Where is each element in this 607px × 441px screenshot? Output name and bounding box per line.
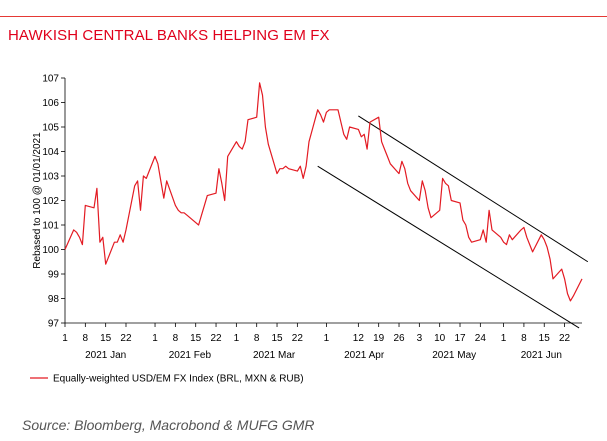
x-month-label: 2021 Jun (521, 350, 562, 361)
trend-line (317, 165, 580, 329)
x-tick-label: 3 (417, 333, 423, 344)
series-line (64, 82, 583, 302)
x-tick-label: 15 (190, 333, 202, 344)
x-tick-label: 1 (152, 333, 158, 344)
x-tick-label: 22 (559, 333, 571, 344)
chart-title: HAWKISH CENTRAL BANKS HELPING EM FX (8, 27, 330, 44)
y-tick-label: 98 (48, 294, 60, 305)
x-tick-label: 10 (434, 333, 446, 344)
y-tick-label: 105 (42, 123, 59, 134)
x-tick-label: 1 (62, 333, 68, 344)
x-tick-label: 8 (173, 333, 179, 344)
x-tick-label: 1 (234, 333, 240, 344)
y-tick-label: 100 (42, 245, 59, 256)
y-tick-label: 103 (42, 172, 59, 183)
x-tick-label: 15 (271, 333, 283, 344)
trend-line (358, 115, 589, 263)
y-tick-label: 104 (42, 147, 59, 158)
x-tick-label: 15 (100, 333, 112, 344)
series-lines (64, 82, 583, 302)
x-tick-label: 22 (292, 333, 304, 344)
y-tick-label: 107 (42, 74, 59, 85)
source-note: Source: Bloomberg, Macrobond & MUFG GMR (22, 417, 315, 433)
y-axis-label: Rebased to 100 @ 01/01/2021 (32, 132, 43, 269)
x-month-label: 2021 Apr (344, 350, 385, 361)
title-rule (0, 16, 607, 17)
x-month-label: 2021 Feb (169, 350, 212, 361)
x-tick-label: 19 (373, 333, 385, 344)
legend: Equally-weighted USD/EM FX Index (BRL, M… (30, 374, 304, 385)
x-tick-label: 8 (83, 333, 89, 344)
x-month-label: 2021 May (432, 350, 476, 361)
y-tick-label: 102 (42, 196, 59, 207)
y-tick-label: 106 (42, 98, 59, 109)
x-tick-label: 12 (353, 333, 365, 344)
chart-axes (64, 78, 582, 324)
x-tick-label: 15 (539, 333, 551, 344)
x-tick-label: 26 (393, 333, 405, 344)
y-tick-label: 99 (48, 270, 60, 281)
legend-label: Equally-weighted USD/EM FX Index (BRL, M… (53, 374, 304, 385)
x-tick-label: 22 (120, 333, 132, 344)
x-tick-label: 1 (324, 333, 330, 344)
x-tick-label: 22 (210, 333, 222, 344)
x-tick-label: 8 (521, 333, 527, 344)
x-tick-label: 8 (254, 333, 260, 344)
trend-lines (317, 115, 589, 329)
x-month-label: 2021 Mar (253, 350, 296, 361)
x-tick-label: 24 (475, 333, 487, 344)
y-tick-label: 101 (42, 221, 59, 232)
x-tick-label: 17 (454, 333, 466, 344)
y-tick-label: 97 (48, 319, 60, 330)
x-month-label: 2021 Jan (85, 350, 126, 361)
x-tick-label: 1 (501, 333, 507, 344)
